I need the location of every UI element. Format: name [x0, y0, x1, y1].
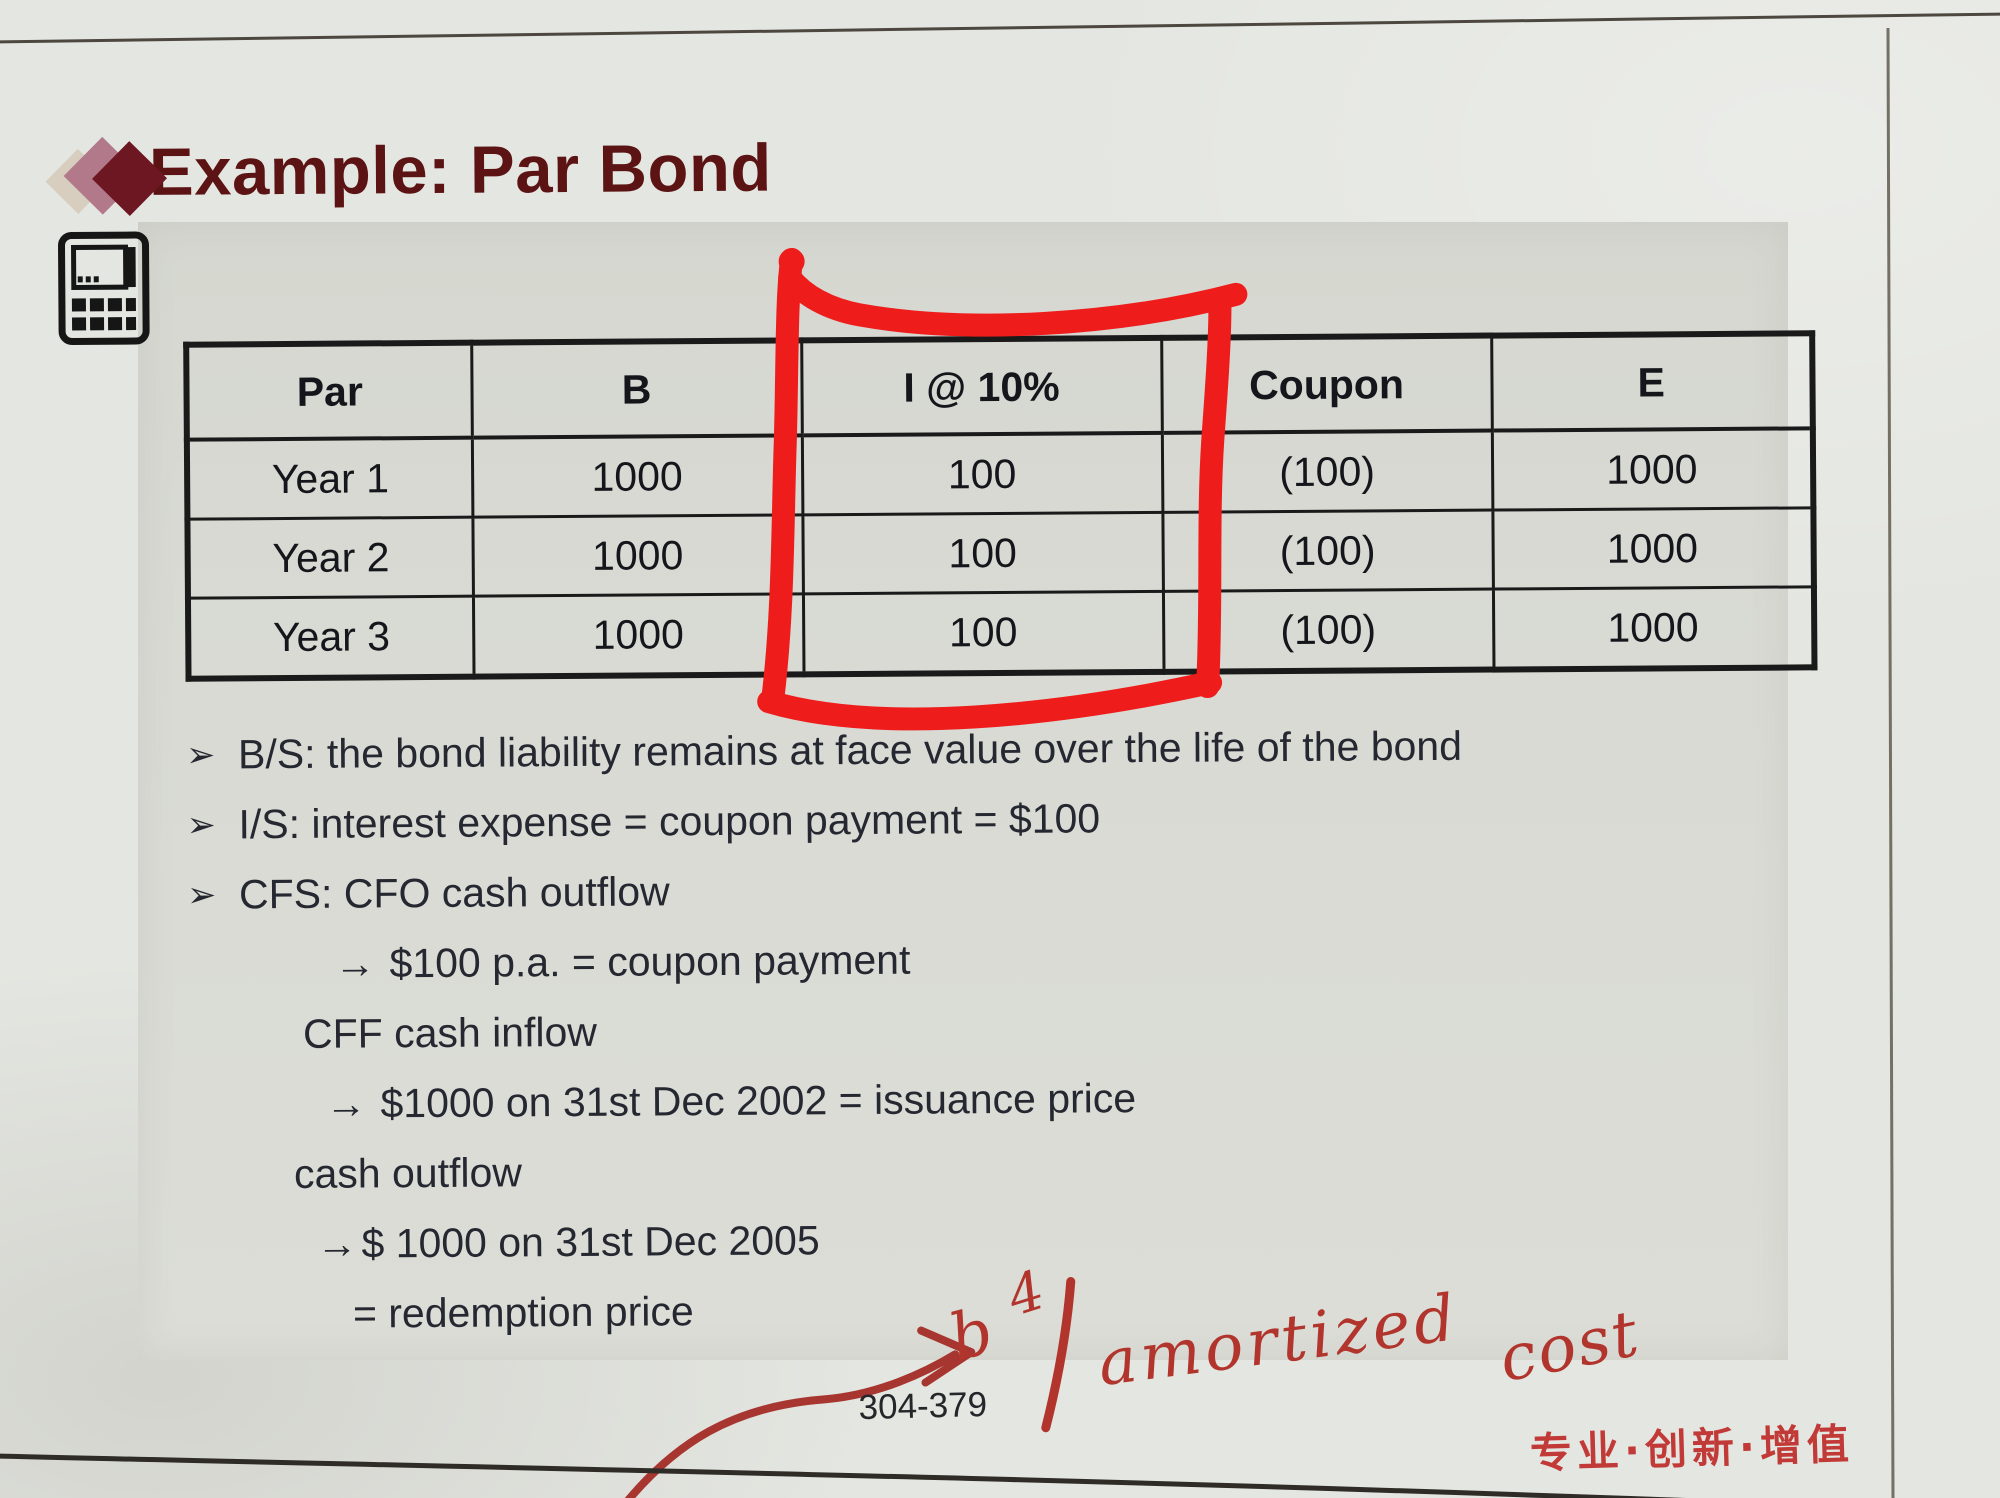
table-header-row: Par B I @ 10% Coupon E — [186, 333, 1813, 440]
table-header-cell: E — [1491, 333, 1813, 431]
table-header-cell: Coupon — [1161, 335, 1492, 433]
bullet-line: ➢ I/S: interest expense = coupon payment … — [186, 795, 1100, 848]
bullet-line: ➢ CFS: CFO cash outflow — [187, 868, 670, 918]
table-header-cell: B — [471, 340, 802, 438]
sub-bullet-line: = redemption price — [353, 1288, 694, 1337]
bullet-text: CFF cash inflow — [302, 1008, 598, 1057]
handwritten-note-part: b — [942, 1294, 1001, 1377]
table-header-cell: Par — [186, 342, 472, 440]
sub-bullet-line: → $100 p.a. = coupon payment — [334, 937, 910, 988]
arrow-icon: → — [334, 940, 376, 987]
bullet-line: ➢ B/S: the bond liability remains at face… — [186, 723, 1462, 779]
handwritten-note-word: amortized — [1093, 1281, 1464, 1402]
table-header-cell: I @ 10% — [801, 337, 1162, 436]
table-cell: (100) — [1161, 430, 1493, 513]
calculator-icon — [58, 231, 150, 345]
sub-bullet-line: cash outflow — [294, 1149, 522, 1198]
handwritten-note-part: 4 — [1000, 1258, 1052, 1329]
table-row: Year 2 1000 100 (100) 1000 — [187, 507, 1814, 599]
arrowhead-bullet-icon: ➢ — [186, 805, 217, 845]
table-cell: (100) — [1162, 589, 1494, 672]
table-cell: 1000 — [1492, 507, 1814, 590]
footer-slogan: 专业·创新·增值 — [1529, 1419, 1855, 1478]
bullet-text: = redemption price — [352, 1288, 694, 1337]
table-cell: 1000 — [471, 435, 803, 518]
table-cell: 1000 — [472, 593, 804, 677]
table-cell: 1000 — [1491, 428, 1814, 511]
sub-bullet-line: →$ 1000 on 31st Dec 2005 — [316, 1217, 820, 1268]
slide-screenshot-panel — [138, 222, 1788, 1360]
bullet-text: $ 1000 on 31st Dec 2005 — [361, 1217, 820, 1267]
handwritten-slash — [1041, 1277, 1076, 1433]
table-cell: 100 — [801, 432, 1163, 515]
arrow-icon: → — [325, 1080, 367, 1127]
sub-bullet-line: → $1000 on 31st Dec 2002 = issuance price — [325, 1075, 1136, 1128]
page-number: 304-379 — [858, 1384, 988, 1428]
page-title: Example: Par Bond — [148, 130, 773, 210]
table-cell: Year 1 — [186, 437, 473, 520]
bullet-text: $1000 on 31st Dec 2002 = issuance price — [380, 1075, 1137, 1127]
table-cell: Year 3 — [187, 596, 474, 679]
sub-bullet-line: CFF cash inflow — [303, 1009, 597, 1058]
table-cell: 100 — [802, 591, 1164, 675]
arrowhead-bullet-icon: ➢ — [186, 875, 217, 915]
table-row: Year 3 1000 100 (100) 1000 — [187, 586, 1815, 679]
table-cell: 1000 — [472, 514, 803, 597]
table-cell: 1000 — [1492, 586, 1815, 670]
table-row: Year 1 1000 100 (100) 1000 — [186, 428, 1814, 520]
bullet-text: cash outflow — [293, 1149, 523, 1197]
bullet-text: CFS: CFO cash outflow — [238, 868, 670, 918]
handwritten-note-word: cost — [1493, 1296, 1647, 1398]
arrow-icon: → — [316, 1220, 358, 1267]
bullet-text: I/S: interest expense = coupon payment =… — [238, 795, 1101, 848]
table-cell: 100 — [802, 512, 1163, 594]
table-cell: Year 2 — [187, 517, 473, 599]
table-cell: (100) — [1162, 510, 1493, 592]
bullet-text: $100 p.a. = coupon payment — [389, 936, 911, 987]
bullet-text: B/S: the bond liability remains at face … — [237, 722, 1463, 778]
arrowhead-bullet-icon: ➢ — [185, 735, 216, 775]
par-bond-table: Par B I @ 10% Coupon E Year 1 1000 100 (… — [183, 330, 1818, 682]
